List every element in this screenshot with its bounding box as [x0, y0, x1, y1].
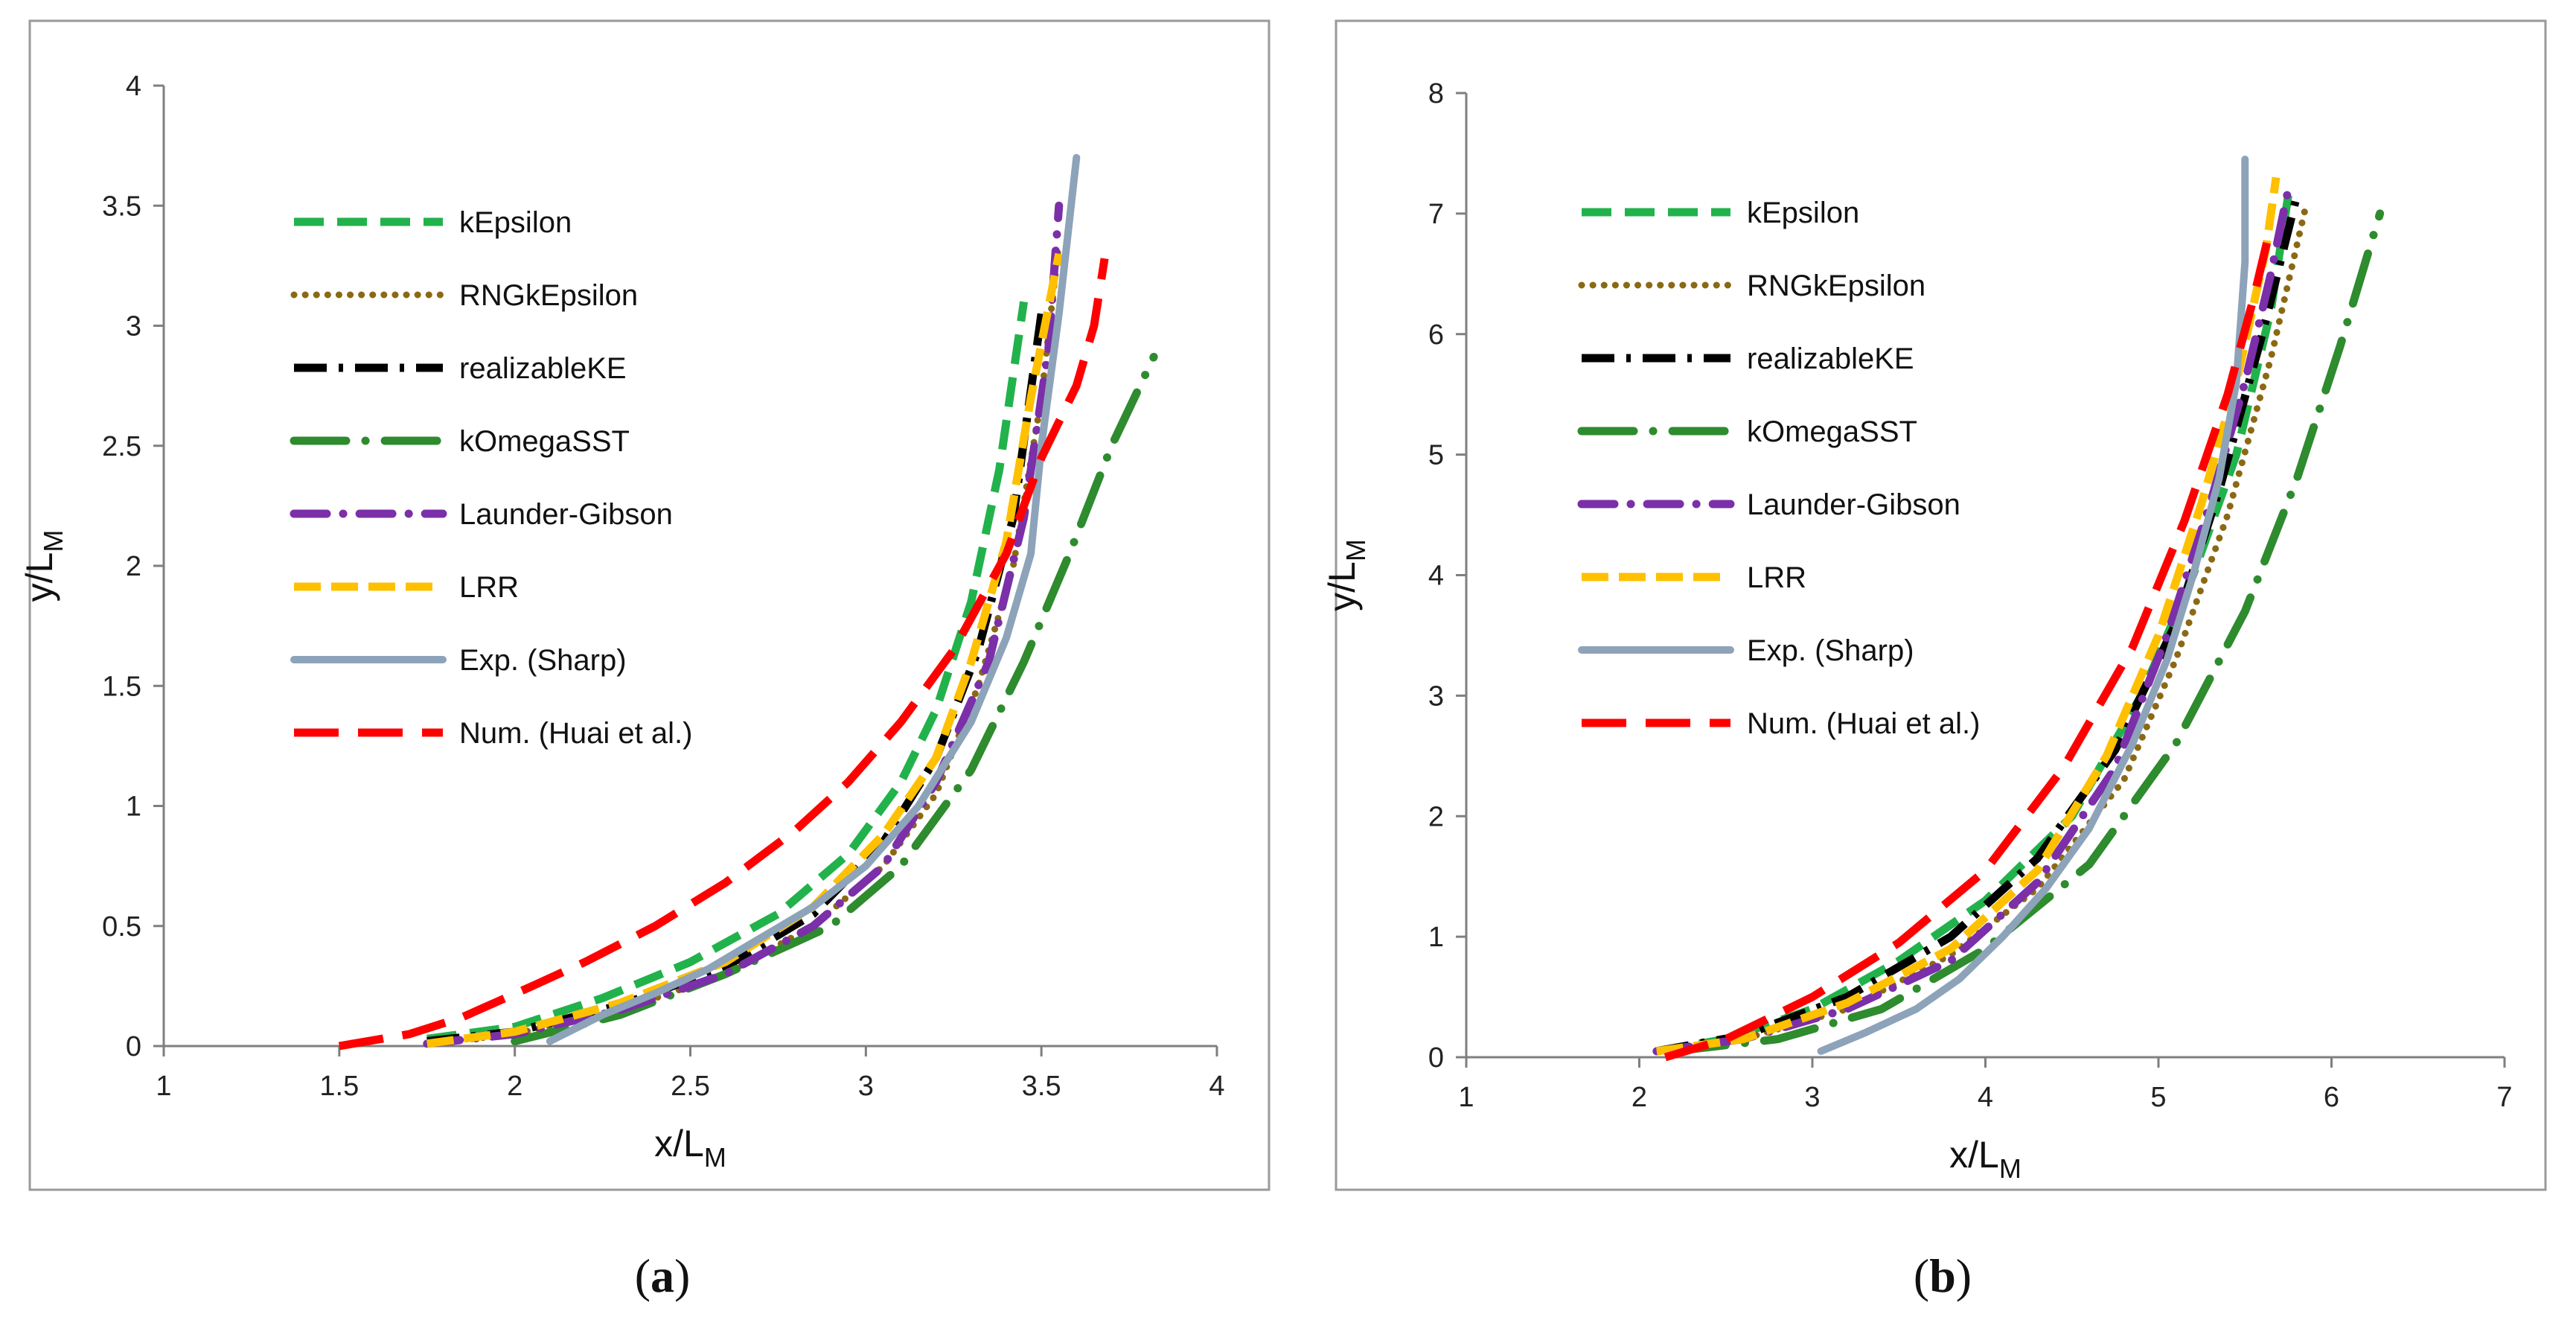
legend-label: Num. (Huai et al.): [459, 717, 692, 750]
chart-frame: [1335, 19, 2547, 1191]
series-line-exp-sharp: [546, 153, 1081, 1045]
legend-label: kOmegaSST: [459, 425, 630, 458]
x-tick-label: 4: [1978, 1082, 1993, 1113]
y-tick-label: 6: [1428, 319, 1444, 351]
x-tick-label: 6: [2324, 1082, 2339, 1113]
x-tick-label: 3: [858, 1071, 874, 1102]
legend-label: LRR: [459, 571, 519, 604]
legend-label: kEpsilon: [1747, 197, 1859, 229]
y-tick-label: 2: [1428, 801, 1444, 832]
series-line-exp-sharp: [1817, 156, 2249, 1055]
y-tick-label: 4: [126, 71, 141, 102]
legend-label: RNGkEpsilon: [1747, 270, 1925, 302]
y-axis-label: y/LM: [1321, 539, 1371, 611]
legend-label: RNGkEpsilon: [459, 279, 638, 312]
y-tick-label: 0: [126, 1031, 141, 1062]
x-tick-label: 4: [1209, 1071, 1224, 1102]
chart-panel-b: 1 2 3 4 5 6 7012345678x/LMy/LMkEpsilonRNGkEpsi…: [1321, 19, 2547, 1191]
panel-caption: (b): [1914, 1249, 1972, 1302]
series-line-komegasst: [511, 352, 1158, 1045]
x-tick-label: 7: [2496, 1082, 2512, 1113]
series-line-lrr: [426, 252, 1064, 1048]
x-tick-label: 1: [156, 1071, 171, 1102]
chart-panel-a: 1 1.5 2 2.5 3 3.5 4 0 0.5 1 1.5 2 2.5 3 3.5 4 x/LM y/LM kE…: [19, 19, 1271, 1191]
y-tick-label: 5: [1428, 440, 1444, 471]
y-tick-label: 3: [126, 311, 141, 342]
y-tick-label: 0: [1428, 1042, 1444, 1074]
x-tick-label: 1.5: [319, 1071, 359, 1102]
y-tick-label: 3.5: [102, 191, 141, 222]
y-tick-label: 4: [1428, 561, 1444, 592]
x-axis-label: x/LM: [654, 1123, 726, 1173]
legend: kEpsilon RNGkEpsilon realizableKE kOmegaSST…: [290, 206, 692, 750]
x-tick-label: 3: [1804, 1082, 1820, 1113]
x-tick-label: 2.5: [671, 1071, 710, 1102]
y-tick-label: 2.5: [102, 431, 141, 462]
legend-label: LRR: [1747, 561, 1806, 594]
legend-label: Launder-Gibson: [459, 498, 673, 531]
legend-label: realizableKE: [1747, 342, 1914, 375]
series-line-kepsilon: [1655, 194, 2292, 1056]
legend-label: Launder-Gibson: [1747, 488, 1960, 521]
y-axis-label: y/LM: [19, 530, 68, 602]
x-tick-label: 1: [1458, 1082, 1474, 1113]
series-line-kepsilon: [426, 301, 1029, 1043]
panel-caption: (a): [635, 1249, 691, 1302]
x-axis-label: x/LM: [1949, 1134, 2022, 1184]
y-tick-label: 1.5: [102, 671, 141, 702]
legend: kEpsilon RNGkEpsilon realizableKE kOmegaSST…: [1577, 197, 1980, 740]
y-tick-label: 7: [1428, 199, 1444, 230]
series-line-num-huai-et-al: [338, 258, 1109, 1051]
legend-label: kEpsilon: [459, 206, 572, 239]
x-tick-label: 5: [2150, 1082, 2166, 1113]
legend-label: Num. (Huai et al.): [1747, 707, 1980, 740]
y-tick-label: 3: [1428, 680, 1444, 712]
y-tick-label: 1: [1428, 922, 1444, 953]
series-line-launder-gibson: [1652, 185, 2292, 1056]
series-line-launder-gibson: [423, 201, 1064, 1048]
legend-label: Exp. (Sharp): [1747, 634, 1914, 667]
y-tick-label: 8: [1428, 78, 1444, 109]
y-tick-label: 0.5: [102, 911, 141, 943]
legend-label: Exp. (Sharp): [459, 644, 627, 677]
x-tick-label: 3.5: [1022, 1071, 1061, 1102]
x-tick-label: 2: [507, 1071, 522, 1102]
series-line-komegasst: [1669, 209, 2385, 1056]
y-tick-label: 2: [126, 551, 141, 582]
x-tick-label: 2: [1631, 1082, 1647, 1113]
legend-label: kOmegaSST: [1747, 415, 1917, 448]
chart-frame: [28, 19, 1271, 1191]
legend-label: realizableKE: [459, 352, 627, 385]
y-tick-label: 1: [126, 791, 141, 823]
